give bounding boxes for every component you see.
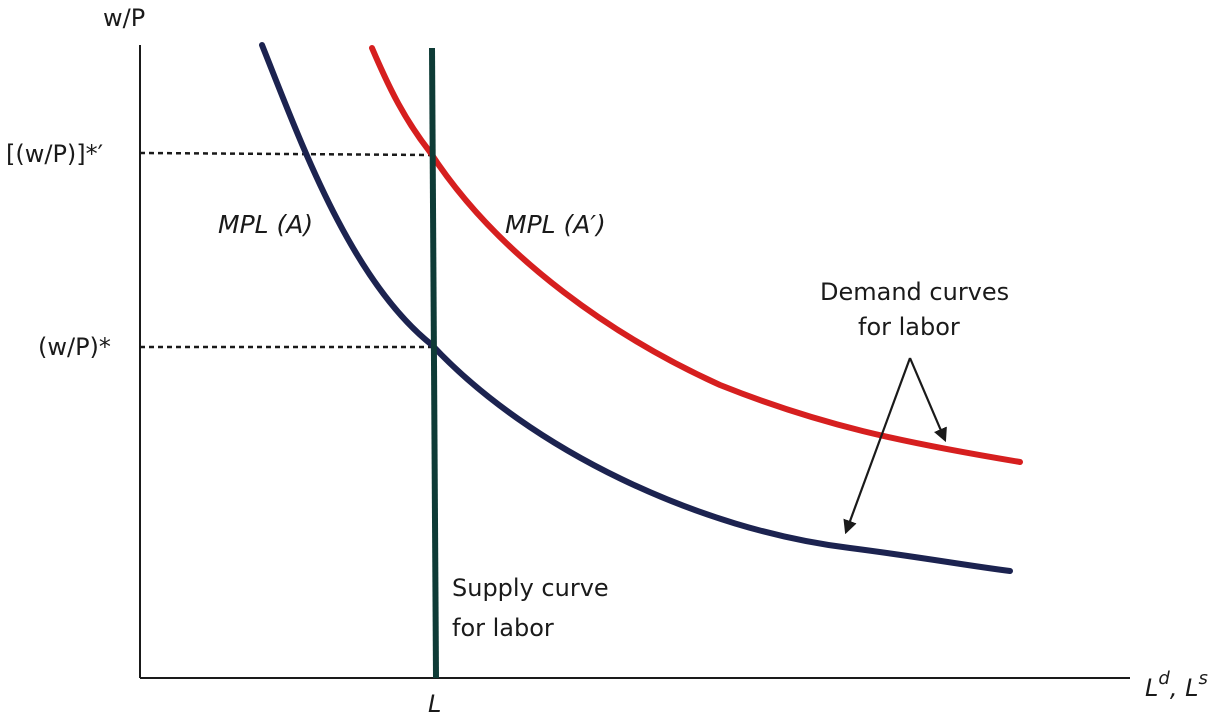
x-axis-label-sup-d: d <box>1158 668 1170 689</box>
arrow-to-mpl-a-prime <box>908 357 947 443</box>
label-mpl-a: MPL (A) <box>218 210 313 239</box>
x-axis-label-sup-s: s <box>1198 668 1207 689</box>
label-mpl-a-prime: MPL (A′) <box>505 210 606 239</box>
tick-label-low-wage: (w/P)* <box>38 333 111 361</box>
demand-annotation-line1: Demand curves <box>820 278 1009 306</box>
tick-label-high-wage: [(w/P)]*′ <box>6 140 103 168</box>
x-axis-label: Ld, Ls <box>1145 668 1208 702</box>
tick-label-L: L <box>428 690 441 718</box>
supply-curve <box>429 47 439 679</box>
arrow-to-mpl-a <box>843 357 912 535</box>
supply-annotation-line2: for labor <box>452 614 554 642</box>
supply-annotation-line1: Supply curve <box>452 574 609 602</box>
x-axis-label-sep: , L <box>1170 674 1199 702</box>
x-axis-label-base: L <box>1145 674 1158 702</box>
dashed-line-high-wage <box>139 151 431 157</box>
demand-curve-mpl-a <box>259 42 1013 574</box>
demand-annotation-line2: for labor <box>858 313 960 341</box>
y-axis-label: w/P <box>103 4 145 32</box>
demand-curve-mpl-a-prime <box>369 45 1023 465</box>
